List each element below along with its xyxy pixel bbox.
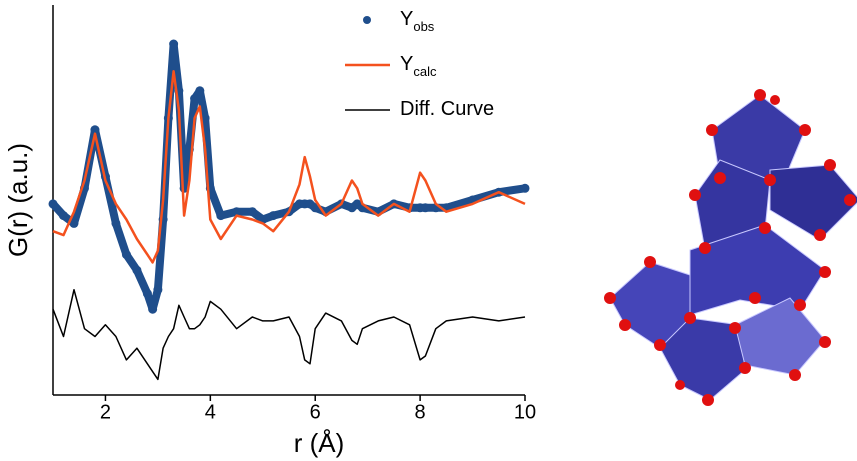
data-point xyxy=(121,250,131,260)
legend-subscript: obs xyxy=(413,19,434,34)
data-point xyxy=(153,285,163,295)
data-point xyxy=(420,203,430,213)
oxygen-atoms xyxy=(604,89,856,406)
x-tick-label: 4 xyxy=(205,401,216,423)
y-axis-label: G(r) (a.u.) xyxy=(3,143,33,257)
data-point xyxy=(148,304,158,314)
crystal-structure xyxy=(604,89,857,406)
legend-marker xyxy=(363,16,371,24)
polyhedron xyxy=(694,159,771,251)
obs-trace xyxy=(49,40,529,314)
data-point xyxy=(247,207,257,217)
x-tick-label: 6 xyxy=(310,401,321,423)
data-point xyxy=(190,94,200,104)
data-point xyxy=(520,183,530,193)
legend-label: Yobs xyxy=(400,8,435,34)
x-tick-label: 10 xyxy=(514,401,536,423)
legend-name: Y xyxy=(400,53,413,75)
x-tick-label: 8 xyxy=(415,401,426,423)
data-point xyxy=(216,211,226,221)
data-point xyxy=(132,265,142,275)
data-point xyxy=(90,125,100,135)
series-line xyxy=(52,70,526,264)
data-point xyxy=(169,39,179,49)
legend-label: Ycalc xyxy=(400,53,437,79)
legend-name: Diff. Curve xyxy=(400,98,494,120)
x-axis-label: r (Å) xyxy=(294,428,345,458)
data-point xyxy=(58,211,68,221)
legend-name: Y xyxy=(400,8,413,30)
polyhedron xyxy=(734,297,826,376)
legend-subscript: calc xyxy=(413,64,437,79)
data-point xyxy=(200,113,210,123)
data-point xyxy=(111,218,121,228)
data-point xyxy=(232,207,242,217)
data-point xyxy=(69,218,79,228)
data-point xyxy=(48,199,58,209)
x-tick-label: 2 xyxy=(100,401,111,423)
polyhedron xyxy=(769,164,857,241)
data-point xyxy=(195,86,205,96)
data-point xyxy=(268,211,278,221)
data-point xyxy=(142,289,152,299)
legend-label: Diff. Curve xyxy=(400,98,494,120)
series-line xyxy=(52,288,526,381)
